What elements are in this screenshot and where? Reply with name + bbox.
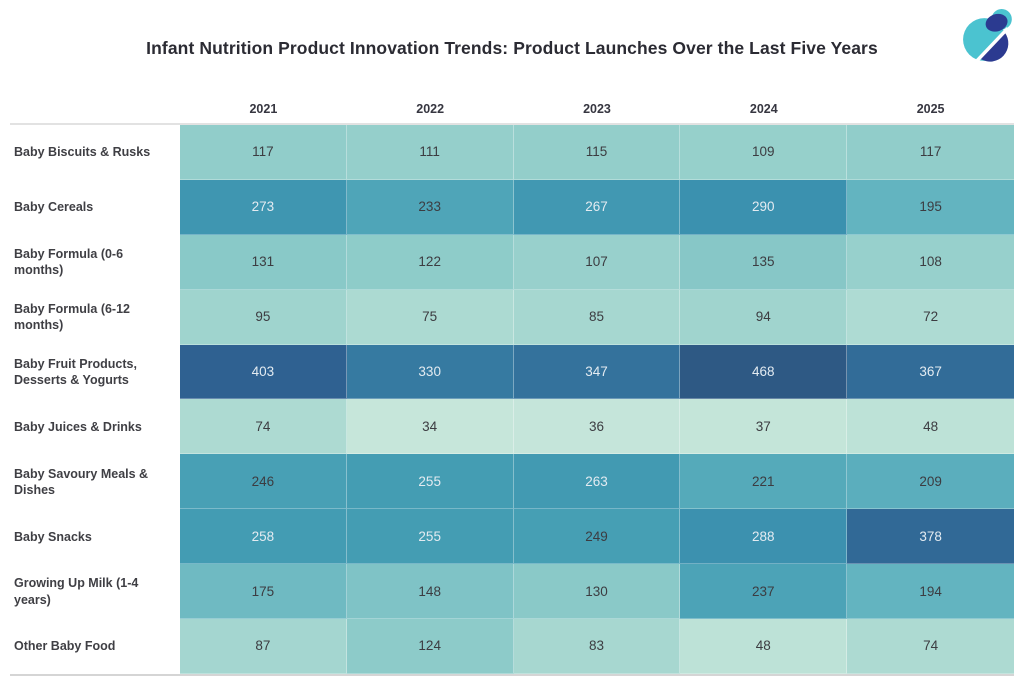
heatmap-cell: 255 [346, 509, 514, 565]
heatmap-cell: 109 [680, 125, 848, 180]
row-label: Baby Fruit Products, Desserts & Yogurts [10, 344, 180, 400]
heatmap-cell: 209 [847, 454, 1014, 510]
heatmap-cell: 94 [680, 289, 848, 345]
heatmap-cell: 237 [680, 564, 848, 620]
column-header-year: 2021 [249, 102, 278, 116]
heatmap-cell: 367 [847, 344, 1014, 400]
heatmap-cell: 75 [346, 289, 514, 345]
heatmap-cell: 115 [513, 125, 681, 180]
heatmap-row: Baby Juices & Drinks 74 34 36 37 48 [10, 399, 1014, 455]
heatmap-cell: 194 [847, 564, 1014, 620]
heatmap-cell: 124 [346, 619, 514, 674]
heatmap-cell: 347 [513, 344, 681, 400]
heatmap-row: Baby Snacks 258 255 249 288 378 [10, 509, 1014, 565]
heatmap-body: Baby Biscuits & Rusks 117 111 115 109 117 Baby… [10, 123, 1014, 676]
brand-logo-icon [963, 9, 1012, 70]
row-label: Baby Formula (6-12 months) [10, 289, 180, 345]
heatmap-cell: 175 [180, 564, 347, 620]
heatmap-row: Baby Savoury Meals & Dishes 246 255 263 221 2… [10, 454, 1014, 510]
column-header-year: 2024 [749, 102, 778, 116]
row-label: Growing Up Milk (1-4 years) [10, 564, 180, 620]
heatmap-cell: 330 [346, 344, 514, 400]
heatmap-cell: 221 [680, 454, 848, 510]
heatmap-cell: 34 [346, 399, 514, 455]
heatmap-cell: 290 [680, 179, 848, 235]
heatmap-cell: 85 [513, 289, 681, 345]
heatmap-row: Baby Formula (6-12 months) 95 75 85 94 72 [10, 289, 1014, 345]
heatmap-cell: 48 [680, 619, 848, 674]
heatmap-cell: 273 [180, 179, 347, 235]
column-header-year: 2025 [916, 102, 945, 116]
heatmap-cell: 95 [180, 289, 347, 345]
heatmap-row: Baby Formula (0-6 months) 131 122 107 135 108 [10, 234, 1014, 290]
heatmap-cell: 111 [346, 125, 514, 180]
heatmap-cell: 135 [680, 234, 848, 290]
page-title: Infant Nutrition Product Innovation Tren… [146, 38, 878, 58]
heatmap-row: Baby Cereals 273 233 267 290 195 [10, 179, 1014, 235]
heatmap-cell: 117 [180, 125, 347, 180]
heatmap-cell: 122 [346, 234, 514, 290]
heatmap-cell: 258 [180, 509, 347, 565]
row-label: Baby Formula (0-6 months) [10, 234, 180, 290]
heatmap-table: 2021 2022 2023 2024 2025 Baby Biscuits & Rus… [10, 94, 1014, 676]
row-label: Other Baby Food [10, 619, 180, 674]
row-label: Baby Savoury Meals & Dishes [10, 454, 180, 510]
heatmap-cell: 233 [346, 179, 514, 235]
heatmap-cell: 72 [847, 289, 1014, 345]
heatmap-header-row: 2021 2022 2023 2024 2025 [10, 94, 1014, 123]
row-label: Baby Snacks [10, 509, 180, 565]
column-header-year: 2023 [583, 102, 611, 116]
heatmap-cell: 130 [513, 564, 681, 620]
heatmap-row: Baby Fruit Products, Desserts & Yogurts 4… [10, 344, 1014, 400]
heatmap-cell: 403 [180, 344, 347, 400]
heatmap-cell: 288 [680, 509, 848, 565]
heatmap-cell: 107 [513, 234, 681, 290]
heatmap-cell: 108 [847, 234, 1014, 290]
row-label: Baby Juices & Drinks [10, 399, 180, 455]
row-label: Baby Biscuits & Rusks [10, 125, 180, 180]
heatmap-cell: 117 [847, 125, 1014, 180]
column-header-year: 2022 [416, 102, 445, 116]
heatmap-cell: 195 [847, 179, 1014, 235]
heatmap-cell: 148 [346, 564, 514, 620]
heatmap-cell: 74 [180, 399, 347, 455]
heatmap-cell: 37 [680, 399, 848, 455]
heatmap-cell: 74 [847, 619, 1014, 674]
heatmap-cell: 36 [513, 399, 681, 455]
heatmap-cell: 255 [346, 454, 514, 510]
heatmap-cell: 263 [513, 454, 681, 510]
heatmap-cell: 83 [513, 619, 681, 674]
heatmap-cell: 249 [513, 509, 681, 565]
heatmap-row: Growing Up Milk (1-4 years) 175 148 130 237 1… [10, 564, 1014, 620]
heatmap-cell: 87 [180, 619, 347, 674]
heatmap-cell: 48 [847, 399, 1014, 455]
heatmap-cell: 246 [180, 454, 347, 510]
heatmap-cell: 267 [513, 179, 681, 235]
heatmap-cell: 468 [680, 344, 848, 400]
heatmap-cell: 378 [847, 509, 1014, 565]
row-label: Baby Cereals [10, 179, 180, 235]
heatmap-cell: 131 [180, 234, 347, 290]
heatmap-row: Other Baby Food 87 124 83 48 74 [10, 619, 1014, 674]
heatmap-row: Baby Biscuits & Rusks 117 111 115 109 117 [10, 125, 1014, 180]
